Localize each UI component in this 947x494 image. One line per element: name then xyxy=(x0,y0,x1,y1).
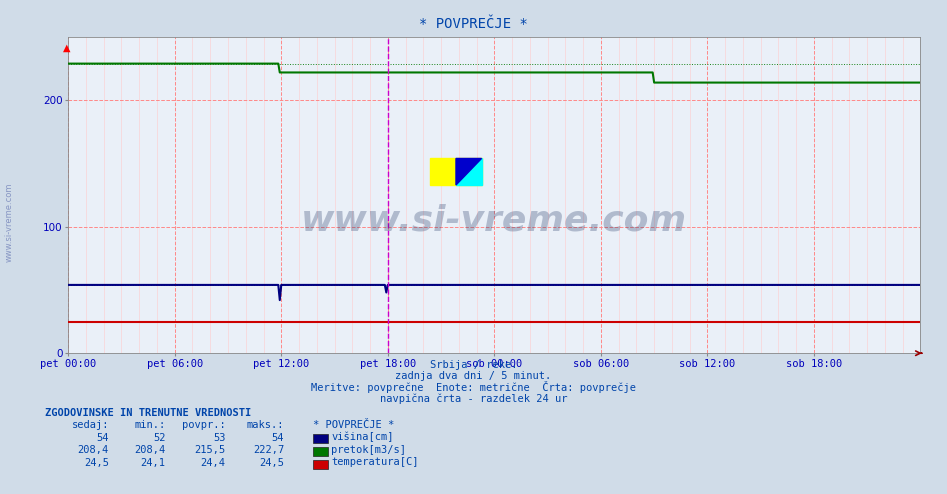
Text: 52: 52 xyxy=(153,433,166,443)
Polygon shape xyxy=(456,159,481,185)
Text: 24,5: 24,5 xyxy=(84,458,109,468)
Text: * POVPREČJE *: * POVPREČJE * xyxy=(420,17,527,31)
Polygon shape xyxy=(456,159,481,185)
Text: 53: 53 xyxy=(213,433,225,443)
Text: 208,4: 208,4 xyxy=(78,446,109,455)
Text: temperatura[C]: temperatura[C] xyxy=(331,457,419,467)
Text: min.:: min.: xyxy=(134,420,166,430)
Text: ▲: ▲ xyxy=(63,42,70,52)
Text: Meritve: povprečne  Enote: metrične  Črta: povprečje: Meritve: povprečne Enote: metrične Črta:… xyxy=(311,381,636,393)
Bar xyxy=(430,159,482,185)
Text: povpr.:: povpr.: xyxy=(182,420,225,430)
Text: sedaj:: sedaj: xyxy=(71,420,109,430)
Text: www.si-vreme.com: www.si-vreme.com xyxy=(301,204,688,238)
Text: 215,5: 215,5 xyxy=(194,446,225,455)
Text: 24,4: 24,4 xyxy=(201,458,225,468)
Text: Srbija / reke.: Srbija / reke. xyxy=(430,360,517,370)
Text: 24,5: 24,5 xyxy=(259,458,284,468)
Text: 54: 54 xyxy=(97,433,109,443)
Text: pretok[m3/s]: pretok[m3/s] xyxy=(331,445,406,454)
Text: ZGODOVINSKE IN TRENUTNE VREDNOSTI: ZGODOVINSKE IN TRENUTNE VREDNOSTI xyxy=(45,408,252,418)
Text: 208,4: 208,4 xyxy=(134,446,166,455)
Text: 222,7: 222,7 xyxy=(253,446,284,455)
Text: zadnja dva dni / 5 minut.: zadnja dva dni / 5 minut. xyxy=(396,371,551,381)
Text: 54: 54 xyxy=(272,433,284,443)
Text: višina[cm]: višina[cm] xyxy=(331,431,394,442)
Text: * POVPREČJE *: * POVPREČJE * xyxy=(313,420,394,430)
Text: 24,1: 24,1 xyxy=(141,458,166,468)
Text: maks.:: maks.: xyxy=(246,420,284,430)
Text: navpična črta - razdelek 24 ur: navpična črta - razdelek 24 ur xyxy=(380,394,567,404)
Text: www.si-vreme.com: www.si-vreme.com xyxy=(5,183,14,262)
